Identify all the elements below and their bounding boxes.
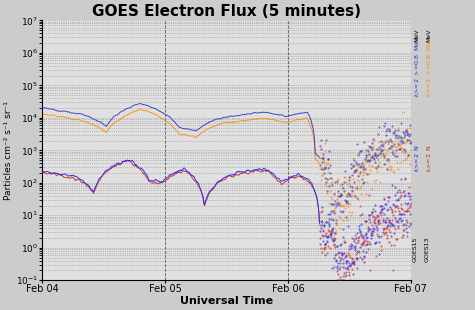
Text: MeV: MeV xyxy=(427,28,432,42)
Y-axis label: Particles cm⁻² s⁻¹ sr⁻¹: Particles cm⁻² s⁻¹ sr⁻¹ xyxy=(4,101,13,200)
Text: $\wedge$>=2  >=0.8  MeV: $\wedge$>=2 >=0.8 MeV xyxy=(425,36,433,99)
Text: GOES13: GOES13 xyxy=(425,236,430,262)
Text: MeV: MeV xyxy=(415,28,419,42)
X-axis label: Universal Time: Universal Time xyxy=(180,296,273,306)
Text: $\wedge$>=2  N: $\wedge$>=2 N xyxy=(413,144,421,173)
Text: $\wedge$>=2  N: $\wedge$>=2 N xyxy=(425,144,433,173)
Title: GOES Electron Flux (5 minutes): GOES Electron Flux (5 minutes) xyxy=(92,4,361,19)
Text: $\wedge$>=2  >=0.8  MeV: $\wedge$>=2 >=0.8 MeV xyxy=(413,36,421,99)
Text: GOES15: GOES15 xyxy=(413,237,418,262)
